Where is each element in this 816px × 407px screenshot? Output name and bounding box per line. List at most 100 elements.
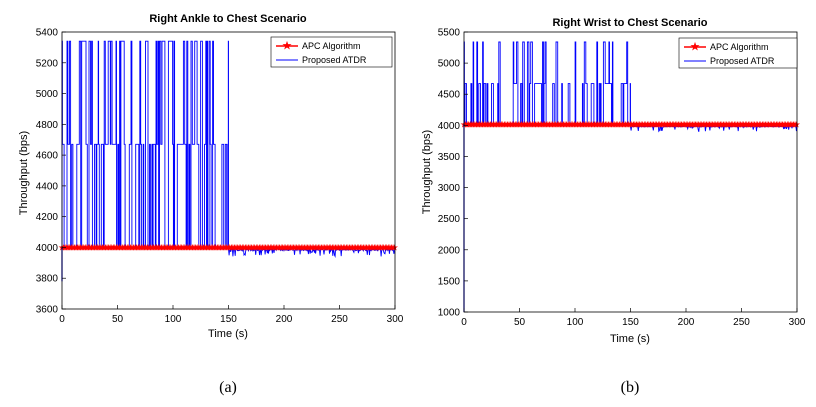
star-marker-icon: ★ xyxy=(690,40,701,54)
apc-star-marker: ★ xyxy=(510,120,518,130)
apc-star-marker: ★ xyxy=(263,244,271,254)
apc-star-marker: ★ xyxy=(671,120,679,130)
apc-star-marker: ★ xyxy=(744,120,752,130)
apc-star-marker: ★ xyxy=(712,120,720,130)
apc-star-marker: ★ xyxy=(117,244,125,254)
panel-a: Right Ankle to Chest Scenario ★★★★★★★★★★… xyxy=(18,13,404,396)
apc-star-marker: ★ xyxy=(741,120,749,130)
apc-star-marker: ★ xyxy=(727,120,735,130)
apc-star-marker: ★ xyxy=(347,244,355,254)
apc-star-marker: ★ xyxy=(60,244,68,254)
apc-star-marker: ★ xyxy=(277,244,285,254)
apc-star-marker: ★ xyxy=(111,244,119,254)
series-line-proposed-atdr xyxy=(61,40,396,282)
apc-star-marker: ★ xyxy=(670,120,678,130)
apc-star-marker: ★ xyxy=(216,244,224,254)
apc-star-marker: ★ xyxy=(775,120,783,130)
apc-star-marker: ★ xyxy=(63,244,71,254)
apc-star-marker: ★ xyxy=(485,120,493,130)
apc-star-marker: ★ xyxy=(715,120,723,130)
apc-star-marker: ★ xyxy=(743,120,751,130)
apc-star-marker: ★ xyxy=(234,244,242,254)
apc-star-marker: ★ xyxy=(629,120,637,130)
apc-star-marker: ★ xyxy=(61,244,69,254)
x-tick-label: 100 xyxy=(165,314,182,325)
apc-star-marker: ★ xyxy=(112,244,120,254)
apc-star-marker: ★ xyxy=(575,120,583,130)
apc-star-marker: ★ xyxy=(617,120,625,130)
y-tick-label: 4400 xyxy=(36,181,59,192)
apc-star-marker: ★ xyxy=(238,244,246,254)
apc-star-marker: ★ xyxy=(733,120,741,130)
apc-star-marker: ★ xyxy=(685,120,693,130)
apc-star-marker: ★ xyxy=(244,244,252,254)
star-marker-icon: ★ xyxy=(282,39,293,53)
apc-star-marker: ★ xyxy=(763,120,771,130)
apc-star-marker: ★ xyxy=(241,244,249,254)
apc-star-marker: ★ xyxy=(549,120,557,130)
apc-star-marker: ★ xyxy=(356,244,364,254)
apc-star-marker: ★ xyxy=(209,244,217,254)
apc-star-marker: ★ xyxy=(181,244,189,254)
apc-star-marker: ★ xyxy=(251,244,259,254)
apc-star-marker: ★ xyxy=(300,244,308,254)
x-axis-label: Time (s) xyxy=(610,333,650,345)
apc-star-marker: ★ xyxy=(223,244,231,254)
apc-star-marker: ★ xyxy=(262,244,270,254)
apc-star-marker: ★ xyxy=(293,244,301,254)
x-tick-label: 300 xyxy=(789,317,806,328)
apc-star-marker: ★ xyxy=(255,244,263,254)
apc-star-marker: ★ xyxy=(726,120,734,130)
apc-star-marker: ★ xyxy=(698,120,706,130)
apc-star-marker: ★ xyxy=(486,120,494,130)
apc-star-marker: ★ xyxy=(151,244,159,254)
apc-star-marker: ★ xyxy=(632,120,640,130)
apc-star-marker: ★ xyxy=(609,120,617,130)
apc-star-marker: ★ xyxy=(586,120,594,130)
apc-star-marker: ★ xyxy=(525,120,533,130)
apc-star-marker: ★ xyxy=(352,244,360,254)
apc-star-marker: ★ xyxy=(682,120,690,130)
apc-star-marker: ★ xyxy=(558,120,566,130)
apc-star-marker: ★ xyxy=(389,244,397,254)
apc-star-marker: ★ xyxy=(92,244,100,254)
apc-star-marker: ★ xyxy=(94,244,102,254)
apc-star-marker: ★ xyxy=(531,120,539,130)
apc-star-marker: ★ xyxy=(758,120,766,130)
apc-star-marker: ★ xyxy=(341,244,349,254)
apc-star-marker: ★ xyxy=(147,244,155,254)
panel-caption: (b) xyxy=(621,379,640,396)
x-tick-label: 50 xyxy=(112,314,124,325)
apc-star-marker: ★ xyxy=(218,244,226,254)
apc-star-marker: ★ xyxy=(779,120,787,130)
apc-star-marker: ★ xyxy=(321,244,329,254)
apc-star-marker: ★ xyxy=(497,120,505,130)
apc-star-marker: ★ xyxy=(77,244,85,254)
apc-star-marker: ★ xyxy=(115,244,123,254)
apc-star-marker: ★ xyxy=(199,244,207,254)
apc-star-marker: ★ xyxy=(303,244,311,254)
apc-star-marker: ★ xyxy=(679,120,687,130)
apc-star-marker: ★ xyxy=(747,120,755,130)
apc-star-marker: ★ xyxy=(580,120,588,130)
apc-star-marker: ★ xyxy=(656,120,664,130)
apc-star-marker: ★ xyxy=(584,120,592,130)
apc-star-marker: ★ xyxy=(344,244,352,254)
apc-star-marker: ★ xyxy=(723,120,731,130)
apc-star-marker: ★ xyxy=(64,244,72,254)
apc-star-marker: ★ xyxy=(168,244,176,254)
apc-star-marker: ★ xyxy=(193,244,201,254)
chart-title: Right Ankle to Chest Scenario xyxy=(149,13,307,25)
y-tick-label: 1500 xyxy=(438,276,461,287)
apc-star-marker: ★ xyxy=(673,120,681,130)
apc-star-marker: ★ xyxy=(780,120,788,130)
apc-star-marker: ★ xyxy=(592,120,600,130)
y-tick-label: 4500 xyxy=(438,90,461,101)
apc-star-marker: ★ xyxy=(86,244,94,254)
apc-star-marker: ★ xyxy=(220,244,228,254)
apc-star-marker: ★ xyxy=(653,120,661,130)
apc-star-marker: ★ xyxy=(564,120,572,130)
apc-star-marker: ★ xyxy=(597,120,605,130)
x-tick-label: 200 xyxy=(276,314,293,325)
apc-star-marker: ★ xyxy=(206,244,214,254)
